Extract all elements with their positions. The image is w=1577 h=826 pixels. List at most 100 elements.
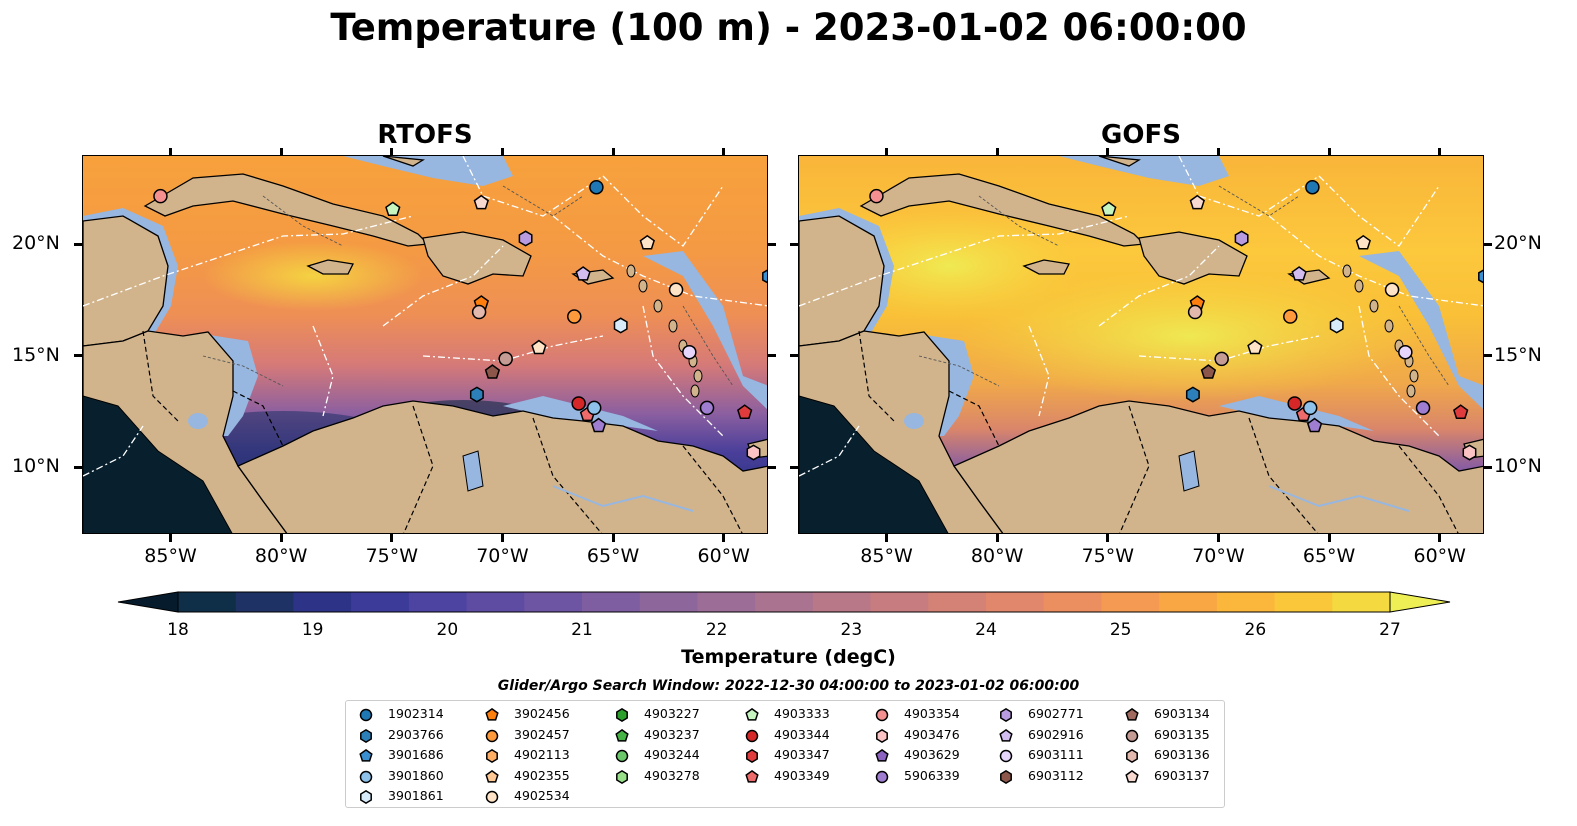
land-hispaniola — [1138, 231, 1248, 285]
legend-label: 3901686 — [388, 747, 444, 762]
island-antilles — [1409, 369, 1419, 383]
island-antilles — [1406, 384, 1416, 398]
lake-nicaragua — [904, 413, 924, 429]
lon-tick-mark — [279, 534, 283, 542]
station-marker — [1283, 309, 1298, 324]
colorbar-segment — [812, 592, 872, 612]
bathymetry-contour — [262, 195, 344, 247]
land-jamaica — [306, 259, 354, 275]
circle-marker-icon — [615, 749, 629, 763]
border-line — [1248, 417, 1319, 533]
legend-label: 6903111 — [1028, 747, 1084, 762]
lon-tick-mark — [169, 148, 173, 156]
eez-boundary — [1268, 215, 1483, 307]
legend-label: 6903137 — [1154, 767, 1210, 783]
hexagon-marker-icon — [1000, 708, 1012, 722]
legend-label: 4903278 — [644, 767, 700, 783]
station-marker — [1453, 404, 1469, 419]
lat-tick-mark — [1484, 465, 1492, 469]
legend-label: 3902457 — [514, 726, 570, 742]
lon-tick-mark — [1327, 534, 1331, 542]
pentagon-marker-icon — [485, 769, 499, 783]
circle-marker-icon — [359, 708, 373, 722]
colorbar-segment — [1101, 592, 1160, 612]
colorbar-segment — [697, 592, 756, 612]
border-line — [1119, 405, 1150, 533]
island-antilles — [1342, 264, 1352, 278]
pentagon-marker-icon — [359, 748, 373, 762]
lake-maracaibo — [1178, 450, 1200, 492]
island-antilles — [1369, 299, 1379, 313]
eez-boundary — [602, 175, 724, 247]
hexagon-marker-icon — [1126, 749, 1138, 763]
eez-boundary — [1178, 156, 1320, 217]
eez-boundary — [312, 325, 334, 417]
station-marker — [1287, 396, 1302, 411]
hexagon-marker-icon — [746, 749, 758, 763]
pentagon-marker-icon — [999, 728, 1013, 742]
station-marker — [385, 201, 401, 217]
shelf-neshelf — [1359, 251, 1483, 410]
lon-tick-mark — [169, 534, 173, 542]
hexagon-marker-icon — [616, 769, 628, 784]
bathymetry-contour — [1218, 185, 1300, 217]
panel-title-rtofs: RTOFS — [377, 120, 473, 150]
pacific-ocean-edge — [799, 395, 949, 533]
legend-label: 6903136 — [1154, 747, 1210, 762]
lat-tick-mark — [74, 354, 82, 358]
pentagon-marker-icon — [1125, 707, 1139, 721]
map-panel-rtofs[interactable] — [82, 155, 768, 534]
colorbar-tick-label: 23 — [840, 620, 863, 640]
pentagon-marker-icon — [745, 707, 759, 721]
pentagon-marker-icon — [745, 769, 759, 783]
lon-tick-mark — [1216, 148, 1220, 156]
river — [1268, 485, 1410, 512]
lat-tick-mark — [790, 465, 798, 469]
station-marker — [1384, 282, 1400, 298]
colorbar-segment — [1216, 592, 1276, 612]
station-marker — [1329, 317, 1344, 334]
lat-tick-label: 15°N — [1494, 343, 1542, 366]
station-marker — [1214, 351, 1229, 367]
circle-marker-icon — [359, 770, 373, 783]
station-marker — [567, 309, 582, 324]
island-antilles — [690, 384, 700, 398]
lat-tick-mark — [790, 242, 798, 246]
station-marker — [1355, 234, 1371, 250]
colorbar-label: Temperature (degC) — [681, 646, 896, 668]
station-marker — [746, 444, 761, 461]
eez-boundary — [1028, 325, 1050, 417]
pentagon-marker-icon — [1125, 769, 1139, 783]
station-marker — [639, 234, 655, 250]
lon-tick-label: 65°W — [1302, 545, 1356, 567]
station-marker — [518, 230, 533, 247]
colorbar-segment — [1043, 592, 1102, 612]
colorbar-segment — [351, 592, 410, 612]
pentagon-marker-icon — [615, 728, 629, 742]
station-marker — [484, 364, 501, 379]
island-antilles — [626, 264, 636, 278]
lon-tick-label: 75°W — [1081, 545, 1135, 567]
station-marker — [531, 339, 547, 355]
station-marker — [589, 179, 604, 195]
eez-boundary — [1318, 175, 1440, 247]
bathymetry-contour — [682, 305, 734, 387]
colorbar-segment — [235, 592, 294, 612]
map-panel-gofs[interactable] — [798, 155, 1484, 534]
hexagon-marker-icon — [486, 749, 498, 763]
border-line — [142, 330, 179, 422]
shelf-neshelf — [643, 251, 767, 410]
land-grandbahama — [1098, 156, 1142, 167]
warm-core — [959, 271, 1419, 401]
lon-tick-mark — [885, 148, 889, 156]
lon-tick-mark — [885, 534, 889, 542]
legend-label: 3901861 — [388, 788, 444, 803]
hexagon-marker-icon — [876, 728, 888, 743]
eez-boundary — [1358, 305, 1440, 437]
shelf-nicshelf — [203, 334, 258, 436]
colorbar-tick-label: 19 — [301, 620, 324, 640]
colorbar-tick-label: 18 — [167, 620, 189, 640]
lat-tick-mark — [74, 465, 82, 469]
lon-tick-mark — [279, 148, 283, 156]
colorbar-tick-label: 21 — [571, 620, 593, 640]
